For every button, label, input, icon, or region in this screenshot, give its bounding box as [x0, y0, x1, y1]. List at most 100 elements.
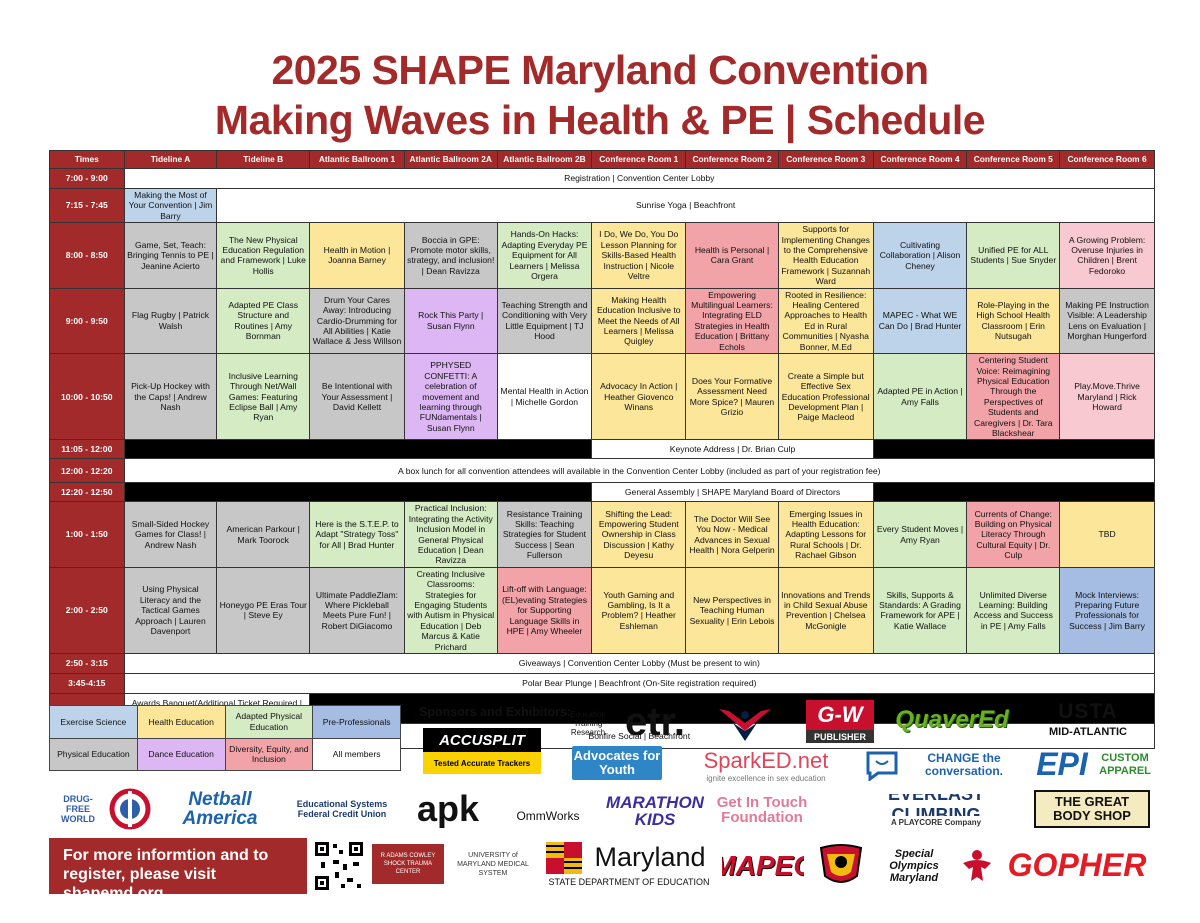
session-cell: Teaching Strength and Conditioning with … — [497, 288, 592, 353]
schedule-header-row: Times Tideline A Tideline B Atlantic Ballro… — [50, 151, 1155, 169]
schedule-row: 11:05 - 12:00 Keynote Address | Dr. Brian… — [50, 440, 1155, 459]
session-cell: General Assembly | SHAPE Maryland Board … — [592, 483, 873, 502]
marathon-kids-logo: MARATHON KIDS — [600, 792, 710, 830]
session-cell: Keynote Address | Dr. Brian Culp — [592, 440, 873, 459]
session-cell: Cultivating Collaboration | Alison Chene… — [873, 223, 967, 288]
session-cell: Drum Your Cares Away: Introducing Cardio… — [310, 288, 405, 353]
time-slot: 7:00 - 9:00 — [50, 169, 125, 189]
session-cell: Boccia in GPE: Promote motor skills, str… — [404, 223, 497, 288]
schedule-row: 3:45-4:15 Polar Bear Plunge | Beachfront … — [50, 674, 1155, 694]
session-cell: Skills, Supports & Standards: A Grading … — [873, 567, 967, 653]
legend-item: Diversity, Equity, and Inclusion — [225, 738, 313, 771]
schedule-row: 10:00 - 10:50 Pick-Up Hockey with the Cap… — [50, 354, 1155, 440]
session-cell: Lift-off with Language: (EL)evating Stra… — [497, 567, 592, 653]
maryland-flag-icon — [544, 840, 584, 876]
session-cell: Play.Move.Thrive Maryland | Rick Howard — [1060, 354, 1155, 440]
session-cell: Rooted in Resilience: Healing Centered A… — [778, 288, 873, 353]
time-slot: 9:00 - 9:50 — [50, 288, 125, 353]
sponsors-title: Sponsors and Exhibitors: — [419, 705, 571, 719]
everlast-climbing-logo: EVERLAST CLIMBING — [846, 794, 1026, 816]
legend-item: Health Education — [137, 706, 225, 739]
category-legend: Exercise Science Health Education Adapted … — [49, 705, 401, 771]
session-cell: Pick-Up Hockey with the Caps! | Andrew N… — [124, 354, 217, 440]
chat-bubble-icon — [860, 748, 904, 782]
session-cell: Mock Interviews: Preparing Future Profes… — [1060, 567, 1155, 653]
time-slot: 11:05 - 12:00 — [50, 440, 125, 459]
sparked-logo: SparkED.net — [688, 748, 844, 774]
gw-publisher: PUBLISHER — [806, 730, 874, 743]
special-olympics-logo: Special Olympics Maryland — [874, 846, 954, 886]
msde-subtitle: STATE DEPARTMENT OF EDUCATION — [544, 876, 714, 888]
session-cell: Adapted PE in Action | Amy Falls — [873, 354, 967, 440]
time-slot: 12:00 - 12:20 — [50, 459, 125, 483]
registration-banner[interactable]: For more informtion and to register, ple… — [49, 838, 307, 894]
page-title: 2025 SHAPE Maryland Convention — [0, 46, 1200, 94]
session-cell: Empowering Multilingual Learners: Integr… — [686, 288, 779, 353]
legend-item: Dance Education — [137, 738, 225, 771]
header-room: Tideline A — [124, 151, 217, 169]
session-cell: Practical Inclusion: Integrating the Act… — [404, 502, 497, 567]
netball-america-logo: Netball America — [160, 786, 280, 832]
schedule-row: 12:00 - 12:20 A box lunch for all convent… — [50, 459, 1155, 483]
legend-item: Exercise Science — [50, 706, 138, 739]
session-cell: A Growing Problem: Overuse Injuries in C… — [1060, 223, 1155, 288]
change-the-conversation-logo: CHANGE the conversation. — [904, 750, 1024, 780]
schedule-row: 1:00 - 1:50 Small-Sided Hockey Games for … — [50, 502, 1155, 567]
page-subtitle: Making Waves in Health & PE | Schedule — [0, 96, 1200, 144]
qr-code-icon[interactable] — [313, 840, 365, 892]
session-cell: Polar Bear Plunge | Beachfront (On-Site … — [124, 674, 1154, 694]
session-cell: Shifting the Lead: Empowering Student Ow… — [592, 502, 686, 567]
educational-systems-fcu-logo: Educational Systems Federal Credit Union — [286, 786, 398, 832]
mapec-logo: MAPEC — [722, 844, 804, 888]
legend-item: Pre-Professionals — [313, 706, 401, 739]
session-cell: American Parkour | Mark Toorock — [217, 502, 310, 567]
session-cell: PPHYSED CONFETTI: A celebration of movem… — [404, 354, 497, 440]
session-cell: Adapted PE Class Structure and Routines … — [217, 288, 310, 353]
header-room: Atlantic Ballroom 2B — [497, 151, 592, 169]
session-cell: Innovations and Trends in Child Sexual A… — [778, 567, 873, 653]
maryland-crest-logo — [814, 840, 868, 890]
session-cell: A box lunch for all convention attendees… — [124, 459, 1154, 483]
quavered-logo: QuaverEd — [892, 700, 1012, 740]
session-cell: Giveaways | Convention Center Lobby (Mus… — [124, 654, 1154, 674]
time-slot: 8:00 - 8:50 — [50, 223, 125, 288]
get-in-touch-logo: Get In Touch Foundation — [716, 788, 808, 832]
accusplit-tagline: Tested Accurate Trackers — [423, 752, 541, 774]
epi-custom-apparel: CUSTOM APPAREL — [1096, 750, 1154, 780]
schedule-row: 8:00 - 8:50 Game, Set, Teach: Bringing Te… — [50, 223, 1155, 288]
special-olympics-figure-icon — [954, 846, 1000, 886]
session-cell: Using Physical Literacy and the Tactical… — [124, 567, 217, 653]
usta-mid-atlantic: MID-ATLANTIC — [1028, 724, 1148, 740]
session-cell: Be Intentional with Your Assessment | Da… — [310, 354, 405, 440]
session-cell: The Doctor Will See You Now - Medical Ad… — [686, 502, 779, 567]
gw-logo: G-W — [806, 700, 874, 730]
session-cell: Flag Rugby | Patrick Walsh — [124, 288, 217, 353]
session-cell: Mental Health in Action | Michelle Gordo… — [497, 354, 592, 440]
great-body-shop-logo: THE GREAT BODY SHOP — [1034, 790, 1150, 828]
umms-logo: UNIVERSITY of MARYLAND MEDICAL SYSTEM — [448, 844, 538, 884]
schedule-row: 9:00 - 9:50 Flag Rugby | Patrick Walsh Ada… — [50, 288, 1155, 353]
session-cell: Emerging Issues in Health Education: Ada… — [778, 502, 873, 567]
schedule-table: Times Tideline A Tideline B Atlantic Ballro… — [49, 150, 1155, 749]
etr-logo: etr. — [612, 700, 698, 744]
session-cell: Resistance Training Skills: Teaching Str… — [497, 502, 592, 567]
session-cell: The New Physical Education Regulation an… — [217, 223, 310, 288]
session-cell: Ultimate PaddleZlam: Where Pickleball Me… — [310, 567, 405, 653]
session-cell: Rock This Party | Susan Flynn — [404, 288, 497, 353]
drug-free-world-logo: DRUG-FREE WORLD — [52, 786, 104, 832]
sparked-tagline: ignite excellence in sex education — [688, 773, 844, 783]
blocked-cell — [873, 440, 1154, 459]
session-cell: Small-Sided Hockey Games for Class! | An… — [124, 502, 217, 567]
session-cell: Currents of Change: Building on Physical… — [967, 502, 1060, 567]
apk-logo: apk — [404, 790, 492, 828]
advocates-for-youth-logo: Advocates for Youth — [572, 746, 662, 780]
session-cell: Centering Student Voice: Reimagining Phy… — [967, 354, 1060, 440]
session-cell: Making PE Instruction Visible: A Leaders… — [1060, 288, 1155, 353]
time-slot: 7:15 - 7:45 — [50, 189, 125, 223]
session-cell: Health is Personal | Cara Grant — [686, 223, 779, 288]
time-slot: 3:45-4:15 — [50, 674, 125, 694]
session-cell: New Perspectives in Teaching Human Sexua… — [686, 567, 779, 653]
session-cell: Unlimited Diverse Learning: Building Acc… — [967, 567, 1060, 653]
schedule-row: 12:20 - 12:50 General Assembly | SHAPE Ma… — [50, 483, 1155, 502]
blocked-cell — [124, 440, 592, 459]
